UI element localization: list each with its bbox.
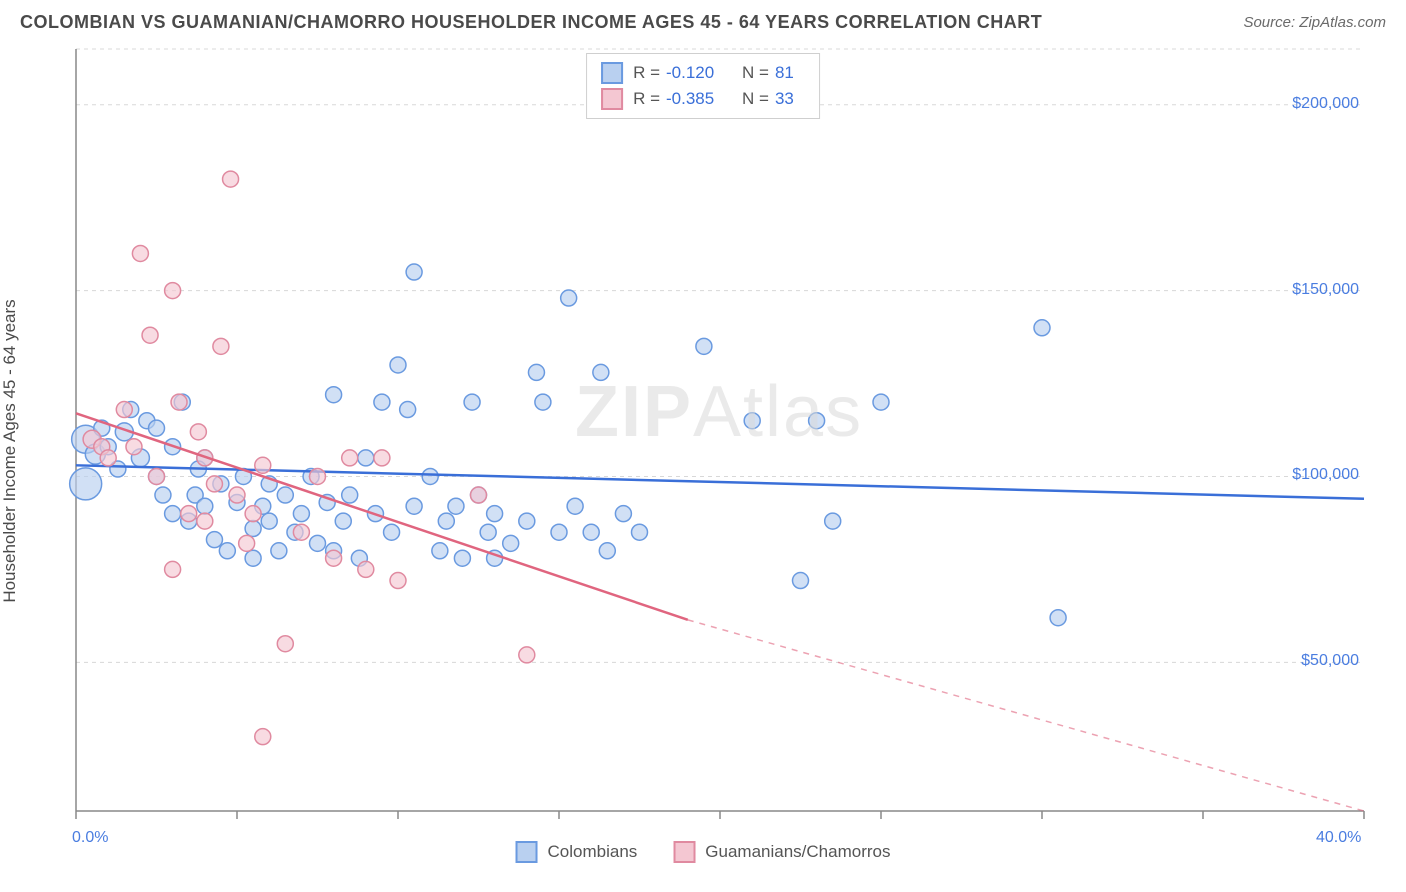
y-tick-label: $150,000	[1274, 281, 1359, 299]
y-axis-label: Householder Income Ages 45 - 64 years	[0, 299, 20, 602]
source-label: Source: ZipAtlas.com	[1243, 14, 1386, 31]
y-tick-label: $50,000	[1274, 652, 1359, 670]
x-tick-label: 40.0%	[1316, 829, 1361, 847]
y-tick-label: $200,000	[1274, 95, 1359, 113]
legend-swatch	[601, 88, 623, 110]
legend-r-label: R =	[633, 89, 660, 109]
chart-title: COLOMBIAN VS GUAMANIAN/CHAMORRO HOUSEHOL…	[20, 12, 1042, 33]
series-legend: Colombians Guamanians/Chamorros	[516, 841, 891, 863]
legend-swatch	[673, 841, 695, 863]
series-name: Colombians	[548, 842, 638, 862]
legend-swatch	[601, 62, 623, 84]
series-legend-item: Colombians	[516, 841, 638, 863]
scatter-chart	[20, 41, 1370, 851]
legend-n-value: 81	[775, 63, 805, 83]
legend-n-label: N =	[742, 89, 769, 109]
chart-area: Householder Income Ages 45 - 64 years ZI…	[20, 41, 1386, 861]
legend-n-value: 33	[775, 89, 805, 109]
series-legend-item: Guamanians/Chamorros	[673, 841, 890, 863]
y-tick-label: $100,000	[1274, 466, 1359, 484]
correlation-legend: R = -0.120 N = 81 R = -0.385 N = 33	[586, 53, 820, 119]
legend-swatch	[516, 841, 538, 863]
legend-r-value: -0.120	[666, 63, 726, 83]
legend-row: R = -0.385 N = 33	[587, 86, 819, 112]
legend-row: R = -0.120 N = 81	[587, 60, 819, 86]
legend-r-label: R =	[633, 63, 660, 83]
legend-r-value: -0.385	[666, 89, 726, 109]
legend-n-label: N =	[742, 63, 769, 83]
series-name: Guamanians/Chamorros	[705, 842, 890, 862]
x-tick-label: 0.0%	[72, 829, 108, 847]
